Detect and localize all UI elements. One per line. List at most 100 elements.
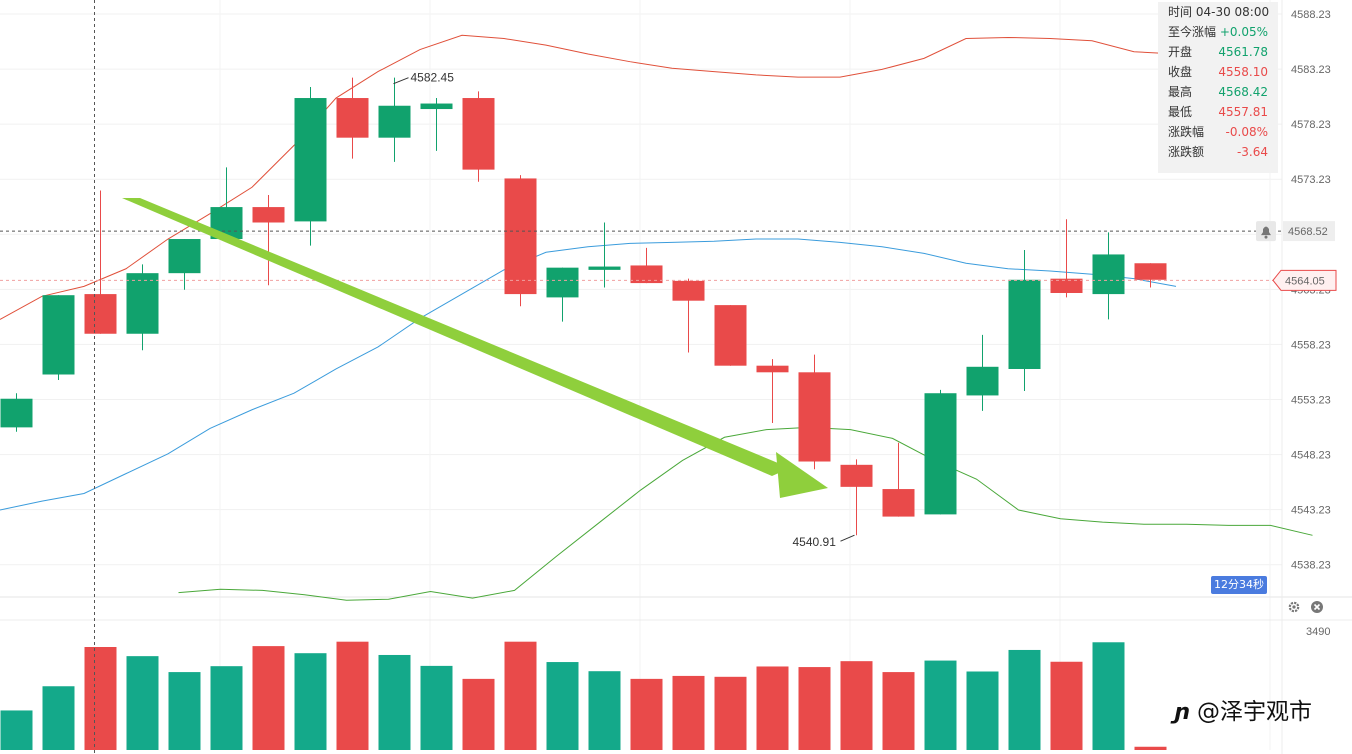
candle-body: [378, 105, 411, 138]
candle[interactable]: [210, 167, 243, 240]
volume-bar: [336, 641, 369, 750]
y-tick-label: 4538.23: [1291, 560, 1331, 572]
candle[interactable]: [1092, 232, 1125, 320]
info-row: 收盘 4558.10: [1158, 62, 1278, 82]
y-tick-label: 4583.23: [1291, 64, 1331, 76]
candle-body: [840, 464, 873, 487]
candle[interactable]: [84, 190, 117, 334]
crosshair-price-label: 4568.52: [1283, 221, 1335, 242]
volume-bar: [966, 671, 999, 750]
volume-axis-max-label: 3490: [1306, 626, 1331, 638]
candle[interactable]: [462, 91, 495, 182]
y-tick-label: 4548.23: [1291, 450, 1331, 462]
volume-bar: [840, 661, 873, 750]
info-row: 至今涨幅 +0.05%: [1158, 22, 1278, 42]
volume-bar: [252, 646, 285, 750]
candle-body: [504, 178, 537, 295]
candle[interactable]: [588, 222, 621, 288]
y-tick-label: 4553.23: [1291, 395, 1331, 407]
volume-bar: [420, 665, 453, 750]
bell-icon[interactable]: [1256, 221, 1276, 242]
volume-bar: [798, 667, 831, 750]
low-price-label: 4540.91: [793, 535, 837, 549]
current-price-tag: 4564.05: [1272, 269, 1337, 291]
candle[interactable]: [42, 295, 75, 381]
info-row-label: 开盘: [1168, 45, 1193, 59]
candle[interactable]: [420, 98, 453, 151]
volume-bar: [1050, 661, 1083, 750]
volume-bar: [84, 647, 117, 750]
info-time-value: 04-30 08:00: [1195, 5, 1270, 19]
volume-bar: [924, 660, 957, 750]
volume-bar: [672, 675, 705, 750]
candle[interactable]: [924, 389, 957, 515]
candle-body: [420, 103, 453, 110]
candle[interactable]: [504, 175, 537, 307]
candle-body: [1092, 254, 1125, 295]
candle[interactable]: [882, 442, 915, 517]
candle-body: [168, 239, 201, 274]
info-row-value: 4561.78: [1218, 45, 1268, 59]
high-price-label: 4582.45: [411, 71, 455, 85]
volume-bar: [1092, 642, 1125, 750]
info-row: 开盘 4561.78: [1158, 42, 1278, 62]
candle[interactable]: [1050, 219, 1083, 298]
volume-bar: [504, 641, 537, 750]
volume-bar: [210, 666, 243, 750]
volume-bar: [630, 678, 663, 750]
info-row-label: 涨跌幅: [1168, 125, 1205, 139]
volume-bar: [1008, 649, 1041, 750]
candle-body: [798, 372, 831, 462]
gear-icon[interactable]: [1286, 600, 1302, 616]
watermark-text: @泽宇观市: [1196, 699, 1312, 725]
info-row-value: -3.64: [1236, 145, 1268, 159]
candle[interactable]: [1008, 250, 1041, 392]
candle-body: [630, 265, 663, 284]
candle-body: [42, 295, 75, 375]
candle[interactable]: [252, 194, 285, 286]
candle-body: [966, 366, 999, 396]
candle[interactable]: [0, 393, 33, 432]
candle[interactable]: [378, 77, 411, 162]
svg-text:4568.52: 4568.52: [1288, 226, 1328, 238]
y-tick-label: 4543.23: [1291, 505, 1331, 517]
candle[interactable]: [294, 87, 327, 246]
candle[interactable]: [336, 77, 369, 159]
candle[interactable]: [672, 278, 705, 353]
volume-bar: [126, 656, 159, 750]
candle[interactable]: [630, 247, 663, 284]
candle[interactable]: [756, 359, 789, 423]
candle[interactable]: [168, 239, 201, 290]
info-row: 最高 4568.42: [1158, 82, 1278, 102]
info-row-label: 至今涨幅: [1168, 25, 1217, 39]
trend-arrow: [122, 198, 828, 498]
volume-bar: [1134, 746, 1167, 750]
volume-bar: [714, 676, 747, 750]
bollinger-middle-line: [0, 238, 1177, 511]
info-row-value: 4558.10: [1218, 65, 1268, 79]
info-row-value: 4557.81: [1218, 105, 1268, 119]
candle[interactable]: [966, 334, 999, 411]
info-row-label: 收盘: [1168, 65, 1193, 79]
bollinger-upper-line: [0, 34, 1219, 320]
candle[interactable]: [546, 267, 579, 322]
candle-body: [1134, 263, 1167, 280]
candle[interactable]: [798, 354, 831, 470]
close-icon[interactable]: [1309, 600, 1325, 616]
candle[interactable]: [1134, 263, 1167, 288]
low-pointer: [840, 534, 855, 542]
volume-bar: [546, 662, 579, 750]
candle-body: [546, 267, 579, 298]
info-time-label: 时间: [1168, 5, 1193, 19]
volume-bar: [588, 671, 621, 750]
info-row: 涨跌幅 -0.08%: [1158, 122, 1278, 142]
info-row-time: 时间 04-30 08:00: [1158, 2, 1278, 22]
candle[interactable]: [714, 305, 747, 366]
candle-body: [1008, 279, 1041, 369]
candle[interactable]: [126, 264, 159, 351]
candle-body: [672, 280, 705, 301]
info-row-value: -0.08%: [1225, 125, 1268, 139]
candle[interactable]: [840, 459, 873, 536]
y-tick-label: 4578.23: [1291, 119, 1331, 131]
